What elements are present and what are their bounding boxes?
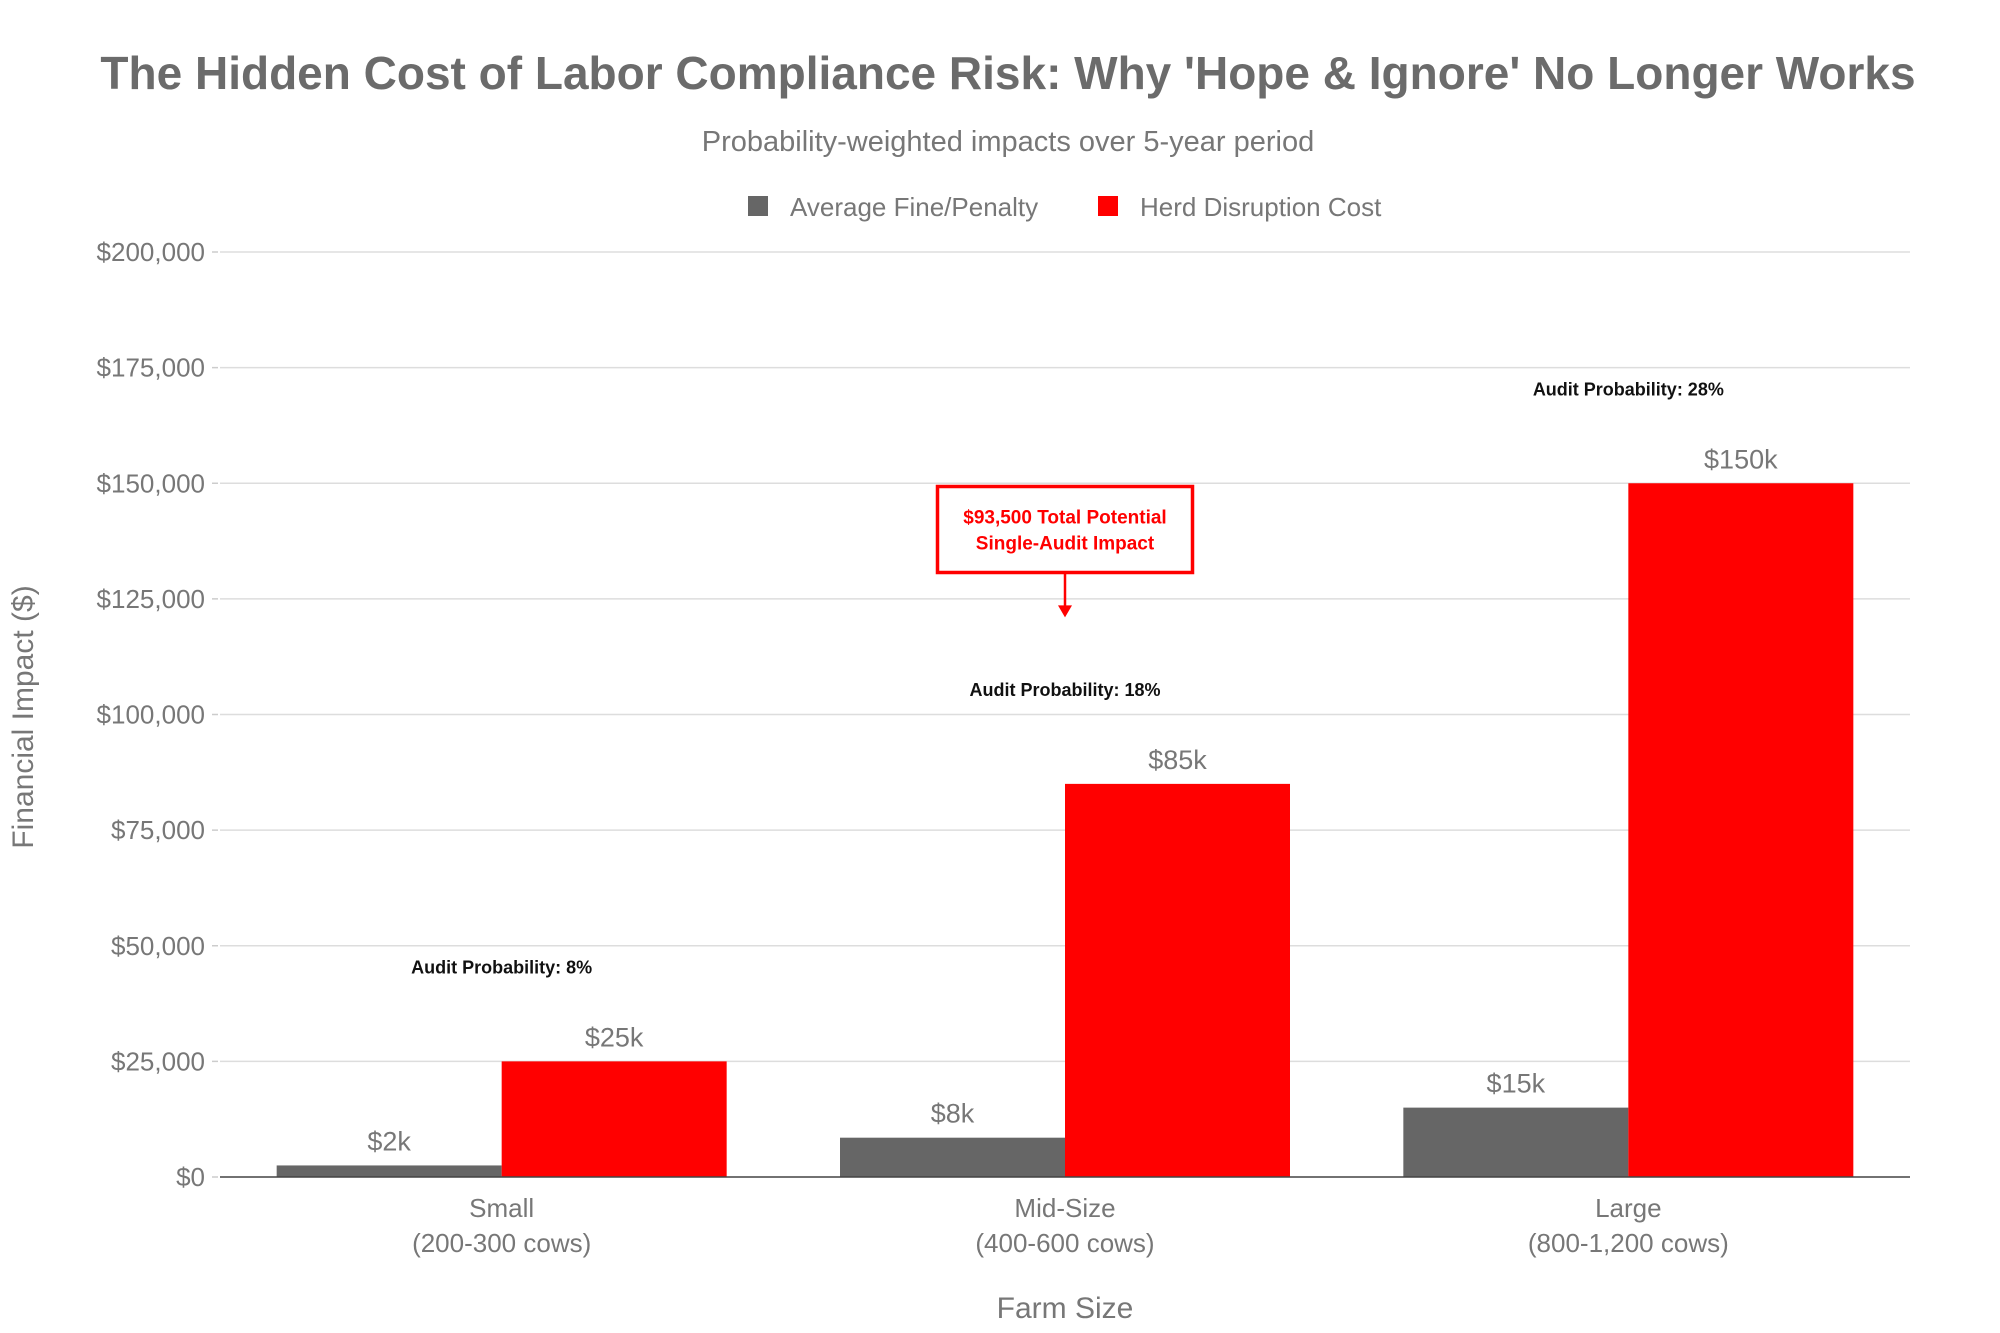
bar-value-label: $25k <box>585 1022 644 1052</box>
legend-swatch-fine[interactable] <box>748 196 768 216</box>
x-tick-label: Small <box>469 1193 534 1223</box>
bar-value-label: $2k <box>367 1126 411 1156</box>
bars <box>276 483 1854 1177</box>
callout-line2: Single-Audit Impact <box>976 534 1155 555</box>
callout-line1: $93,500 Total Potential <box>963 508 1166 529</box>
legend-label-disruption[interactable]: Herd Disruption Cost <box>1140 192 1382 222</box>
legend-label-fine[interactable]: Average Fine/Penalty <box>790 192 1038 222</box>
legend-swatch-disruption[interactable] <box>1098 196 1118 216</box>
bar-value-label: $150k <box>1704 444 1778 474</box>
y-tick-label: $125,000 <box>97 584 205 614</box>
bar-labels: $2k $8k $15k $25k $85k $150k <box>367 444 1778 1156</box>
disruption-bar[interactable] <box>1065 783 1290 1177</box>
x-tick-label: Large <box>1595 1193 1662 1223</box>
y-axis-ticks: $0 $25,000 $50,000 $75,000 $100,000 $125,000 $… <box>97 237 218 1192</box>
bar-value-label: $8k <box>931 1099 975 1129</box>
fine-bar[interactable] <box>840 1137 1065 1177</box>
bar-value-label: $85k <box>1148 745 1207 775</box>
callout-box <box>935 484 1195 575</box>
annotations: Audit Probability: 8% Audit Probability: … <box>411 379 1724 977</box>
fine-bar[interactable] <box>276 1165 502 1177</box>
x-tick-sublabel: (400-600 cows) <box>975 1228 1154 1258</box>
x-tick-sublabel: (200-300 cows) <box>412 1228 591 1258</box>
y-tick-label: $200,000 <box>97 237 205 267</box>
chart-subtitle: Probability-weighted impacts over 5-year… <box>702 126 1315 158</box>
audit-probability-annotation: Audit Probability: 18% <box>969 680 1160 700</box>
y-tick-label: $100,000 <box>97 700 205 730</box>
x-tick-label: Mid-Size <box>1014 1193 1115 1223</box>
audit-probability-annotation: Audit Probability: 8% <box>411 958 592 978</box>
y-tick-label: $25,000 <box>111 1046 205 1076</box>
audit-probability-annotation: Audit Probability: 28% <box>1533 379 1724 399</box>
y-tick-label: $175,000 <box>97 353 205 383</box>
x-axis-ticks: Small (200-300 cows) Mid-Size (400-600 cows… <box>412 1193 1729 1258</box>
x-axis-title: Farm Size <box>997 1292 1134 1325</box>
legend[interactable]: Average Fine/Penalty Herd Disruption Cost <box>748 192 1382 222</box>
x-tick-sublabel: (800-1,200 cows) <box>1528 1228 1729 1258</box>
y-tick-label: $75,000 <box>111 815 205 845</box>
disruption-bar[interactable] <box>1628 483 1854 1177</box>
y-tick-label: $50,000 <box>111 931 205 961</box>
chart-title: The Hidden Cost of Labor Compliance Risk… <box>100 47 1915 99</box>
y-axis-title: Financial Impact ($) <box>7 585 40 848</box>
fine-bar[interactable] <box>1403 1107 1629 1177</box>
disruption-bar[interactable] <box>501 1061 727 1177</box>
y-tick-label: $150,000 <box>97 468 205 498</box>
y-tick-label: $0 <box>176 1162 205 1192</box>
bar-value-label: $15k <box>1487 1069 1546 1099</box>
callout-arrow-head <box>1058 605 1072 618</box>
